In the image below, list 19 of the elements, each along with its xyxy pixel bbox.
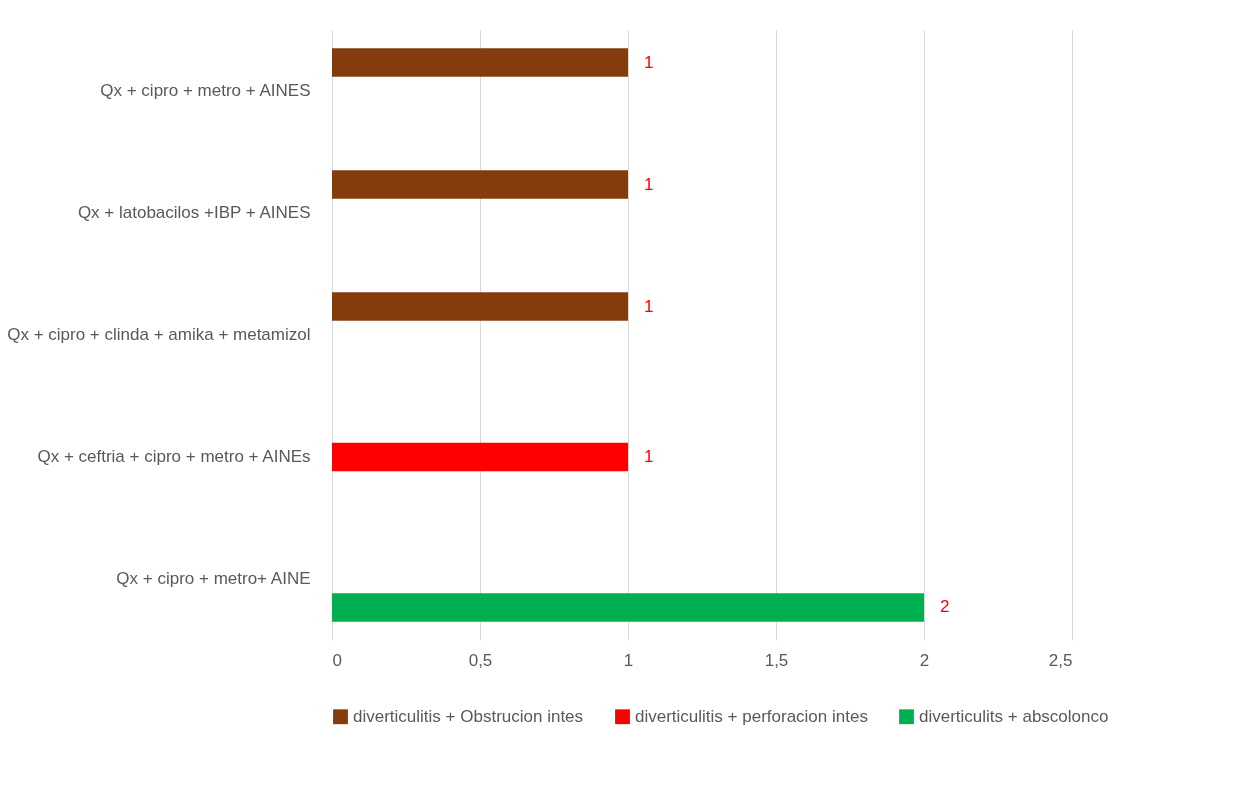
x-tick-label: 1 (623, 650, 634, 670)
y-tick-label: Qx + cipro + clinda + amika + metamizol (7, 325, 311, 344)
x-tick-label: 0,5 (468, 650, 493, 670)
legend-label: diverticulits + abscolonco (919, 706, 1109, 726)
legend-label: diverticulitis + perforacion intes (635, 706, 868, 726)
y-tick-label: Qx + cipro + metro+ AINE (116, 569, 311, 588)
y-tick-label: Qx + ceftria + cipro + metro + AINEs (37, 447, 311, 466)
data-label: 1 (644, 447, 654, 466)
y-tick-label: Qx + latobacilos +IBP + AINES (77, 203, 311, 222)
data-label: 1 (644, 52, 654, 72)
x-tick-label: 2 (919, 650, 930, 670)
data-label: 1 (644, 174, 654, 194)
data-label: 1 (644, 296, 654, 316)
data-label: 2 (940, 597, 950, 617)
x-tick-label: 1,5 (764, 650, 789, 670)
x-tick-label: 0 (332, 650, 342, 670)
legend-label: diverticulitis + Obstrucion intes (353, 706, 584, 726)
y-tick-label: Qx + cipro + metro + AINES (100, 81, 311, 100)
x-tick-label: 2,5 (1048, 650, 1073, 670)
